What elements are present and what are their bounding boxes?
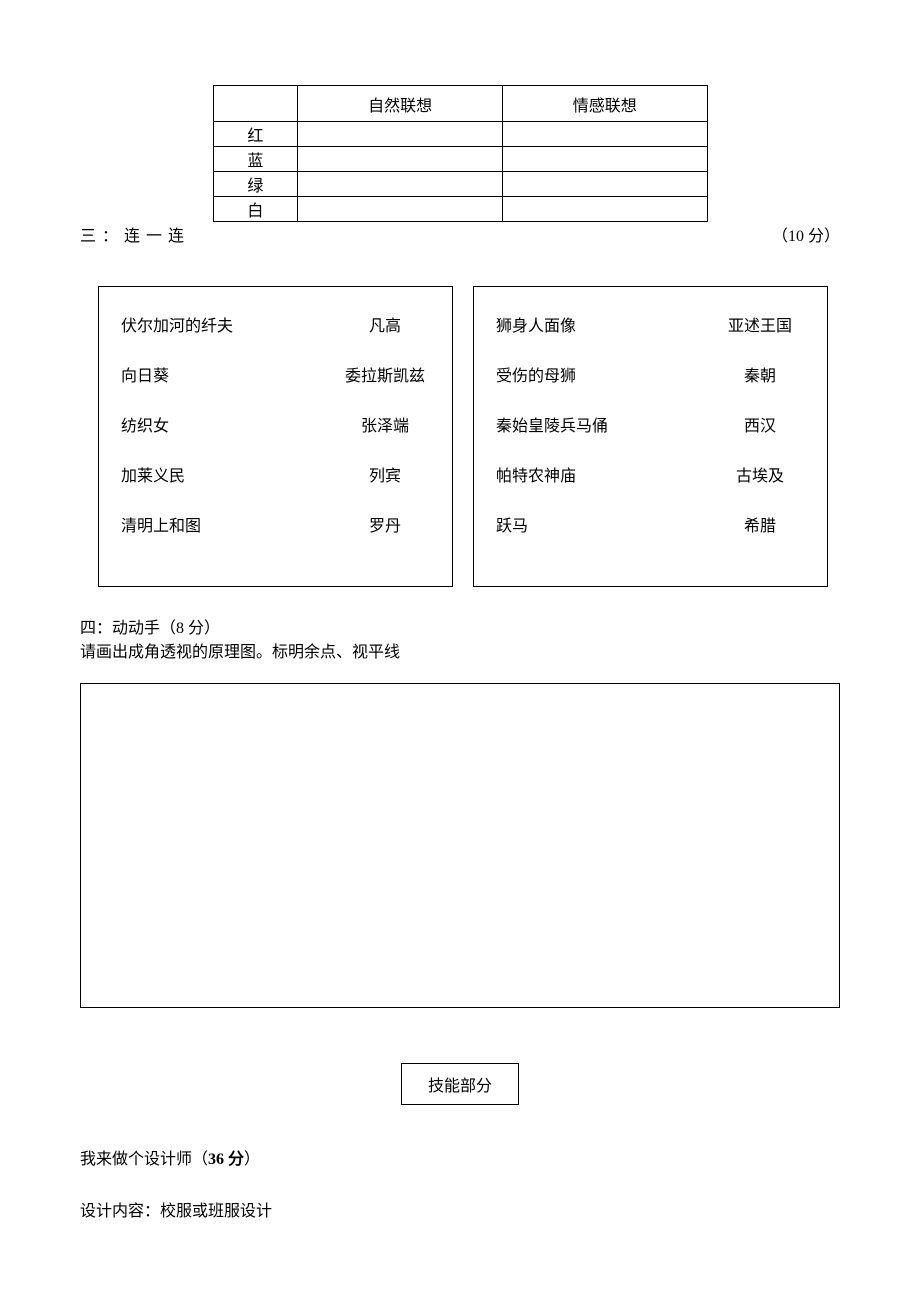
- match-row: 狮身人面像 亚述王国: [496, 312, 805, 336]
- designer-line: 我来做个设计师（36 分）: [80, 1145, 840, 1169]
- cell-blank[interactable]: [298, 172, 503, 197]
- table-row: 绿: [213, 172, 707, 197]
- table-row: 白: [213, 197, 707, 222]
- header-empty: [213, 86, 298, 122]
- match-row: 受伤的母狮 秦朝: [496, 362, 805, 386]
- table-row: 红: [213, 122, 707, 147]
- section-three-heading: 三：连一连 （10 分）: [80, 222, 840, 246]
- table-header-row: 自然联想 情感联想: [213, 86, 707, 122]
- skill-section: 技能部分: [80, 1063, 840, 1105]
- match-item-left: 秦始皇陵兵马俑: [496, 412, 608, 436]
- match-item-left: 受伤的母狮: [496, 362, 576, 386]
- match-item-right: 委拉斯凯兹: [340, 362, 430, 386]
- header-emotion: 情感联想: [502, 86, 707, 122]
- match-item-left: 跃马: [496, 512, 528, 536]
- match-box-right: 狮身人面像 亚述王国 受伤的母狮 秦朝 秦始皇陵兵马俑 西汉 帕特农神庙 古埃及…: [473, 286, 828, 587]
- match-row: 清明上和图 罗丹: [121, 512, 430, 536]
- match-item-left: 加莱义民: [121, 462, 185, 486]
- cell-blank[interactable]: [298, 197, 503, 222]
- table-row: 蓝: [213, 147, 707, 172]
- color-label: 蓝: [213, 147, 298, 172]
- cell-blank[interactable]: [502, 147, 707, 172]
- match-item-left: 狮身人面像: [496, 312, 576, 336]
- skill-label: 技能部分: [401, 1063, 519, 1105]
- designer-prefix: 我来做个设计师（: [80, 1151, 208, 1168]
- match-item-right: 凡高: [340, 312, 430, 336]
- match-item-right: 希腊: [715, 512, 805, 536]
- match-row: 加莱义民 列宾: [121, 462, 430, 486]
- match-item-left: 伏尔加河的纤夫: [121, 312, 233, 336]
- section-three-points: （10 分）: [772, 222, 840, 246]
- section-four-title: 四：动动手（8 分）: [80, 617, 840, 641]
- section-three-label: 三：连一连: [80, 222, 190, 246]
- match-item-right: 罗丹: [340, 512, 430, 536]
- match-item-left: 向日葵: [121, 362, 169, 386]
- match-item-right: 张泽端: [340, 412, 430, 436]
- cell-blank[interactable]: [502, 122, 707, 147]
- match-row: 伏尔加河的纤夫 凡高: [121, 312, 430, 336]
- match-item-right: 秦朝: [715, 362, 805, 386]
- header-nature: 自然联想: [298, 86, 503, 122]
- match-row: 帕特农神庙 古埃及: [496, 462, 805, 486]
- cell-blank[interactable]: [502, 197, 707, 222]
- match-box-left: 伏尔加河的纤夫 凡高 向日葵 委拉斯凯兹 纺织女 张泽端 加莱义民 列宾 清明上…: [98, 286, 453, 587]
- match-item-left: 帕特农神庙: [496, 462, 576, 486]
- color-label: 白: [213, 197, 298, 222]
- color-association-table: 自然联想 情感联想 红 蓝 绿 白: [213, 85, 708, 222]
- match-item-left: 清明上和图: [121, 512, 201, 536]
- section-four: 四：动动手（8 分） 请画出成角透视的原理图。标明余点、视平线: [80, 617, 840, 665]
- match-item-right: 亚述王国: [715, 312, 805, 336]
- drawing-box[interactable]: [80, 683, 840, 1008]
- match-row: 跃马 希腊: [496, 512, 805, 536]
- match-boxes-container: 伏尔加河的纤夫 凡高 向日葵 委拉斯凯兹 纺织女 张泽端 加莱义民 列宾 清明上…: [80, 286, 840, 587]
- match-row: 向日葵 委拉斯凯兹: [121, 362, 430, 386]
- match-item-left: 纺织女: [121, 412, 169, 436]
- cell-blank[interactable]: [502, 172, 707, 197]
- color-label: 红: [213, 122, 298, 147]
- designer-points: 36 分: [208, 1151, 244, 1168]
- color-label: 绿: [213, 172, 298, 197]
- match-row: 秦始皇陵兵马俑 西汉: [496, 412, 805, 436]
- design-content: 设计内容：校服或班服设计: [80, 1197, 840, 1221]
- match-item-right: 西汉: [715, 412, 805, 436]
- match-row: 纺织女 张泽端: [121, 412, 430, 436]
- match-item-right: 古埃及: [715, 462, 805, 486]
- section-four-instruction: 请画出成角透视的原理图。标明余点、视平线: [80, 641, 840, 665]
- designer-suffix: ）: [244, 1151, 260, 1168]
- match-item-right: 列宾: [340, 462, 430, 486]
- cell-blank[interactable]: [298, 147, 503, 172]
- cell-blank[interactable]: [298, 122, 503, 147]
